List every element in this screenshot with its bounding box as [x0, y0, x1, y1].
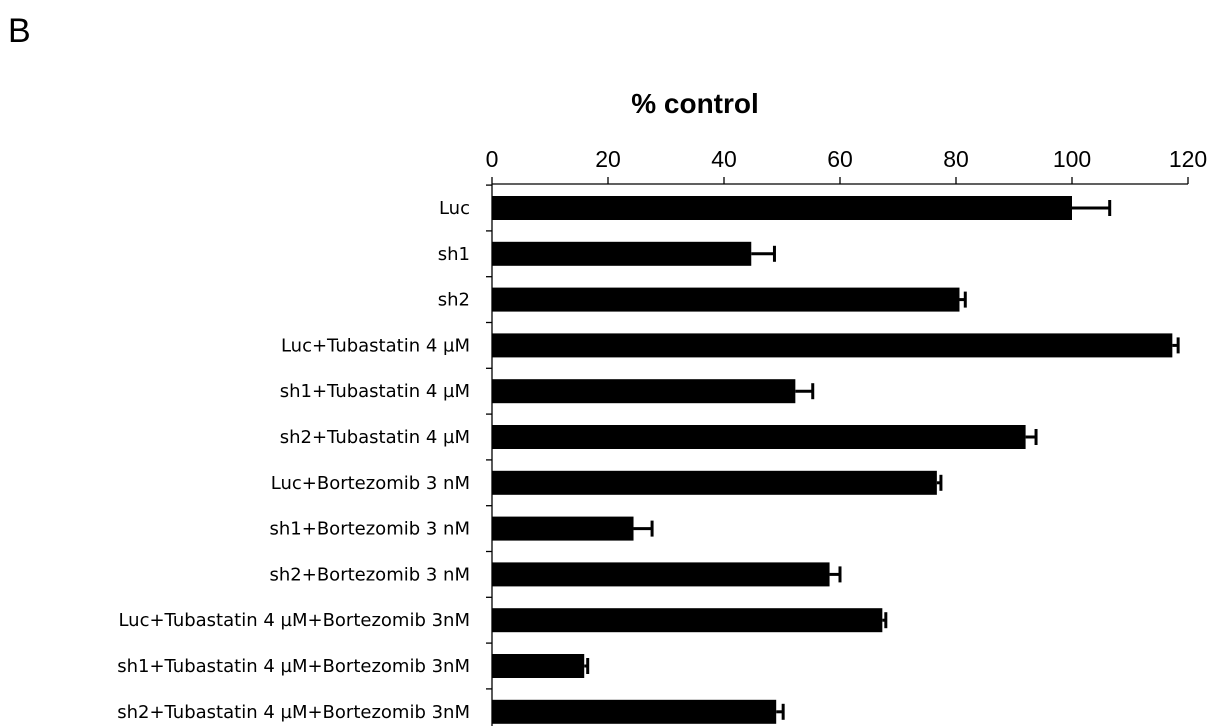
- bar: [492, 516, 634, 541]
- x-tick-label: 40: [711, 146, 737, 172]
- category-label: Luc+Bortezomib 3 nM: [271, 473, 470, 494]
- bar: [492, 608, 883, 633]
- bar: [492, 333, 1173, 358]
- error-bars: [584, 200, 1180, 720]
- category-label: sh2+Tubastatin 4 µM+Bortezomib 3nM: [117, 702, 470, 723]
- bar: [492, 379, 796, 404]
- category-label: sh1+Bortezomib 3 nM: [270, 519, 470, 540]
- bar: [492, 654, 585, 678]
- category-label: Luc: [439, 198, 470, 219]
- bar: [492, 287, 960, 312]
- bar: [492, 562, 830, 587]
- x-tick-label: 0: [486, 146, 499, 172]
- category-label: Luc+Tubastatin 4 µM: [281, 335, 470, 356]
- category-label: sh1+Tubastatin 4 µM: [280, 381, 470, 402]
- panel-label: B: [8, 12, 31, 50]
- x-tick-label: 80: [943, 146, 969, 172]
- x-tick-label: 60: [827, 146, 853, 172]
- x-tick-label: 120: [1169, 146, 1207, 172]
- category-labels: Luc sh1 sh2 Luc+Tubastatin 4 µM sh1+Tubastat…: [117, 198, 470, 723]
- bar: [492, 699, 777, 724]
- x-axis-title: % control: [631, 88, 759, 119]
- x-tick-label: 20: [595, 146, 621, 172]
- bar: [492, 470, 937, 495]
- bar: [492, 196, 1072, 220]
- category-label: sh1+Tubastatin 4 µM+Bortezomib 3nM: [117, 656, 470, 677]
- axes: [486, 183, 1188, 726]
- x-tick-label: 100: [1053, 146, 1091, 172]
- category-label: sh2+Tubastatin 4 µM: [280, 427, 470, 448]
- bar: [492, 425, 1026, 449]
- category-label: sh2: [438, 290, 470, 311]
- category-label: Luc+Tubastatin 4 µM+Bortezomib 3nM: [118, 610, 470, 631]
- bar: [492, 241, 752, 266]
- x-axis-ticks: 0 20 40 60 80 100 120: [486, 146, 1207, 184]
- bars: [492, 196, 1173, 724]
- category-label: sh2+Bortezomib 3 nM: [270, 564, 470, 585]
- category-label: sh1: [438, 244, 470, 265]
